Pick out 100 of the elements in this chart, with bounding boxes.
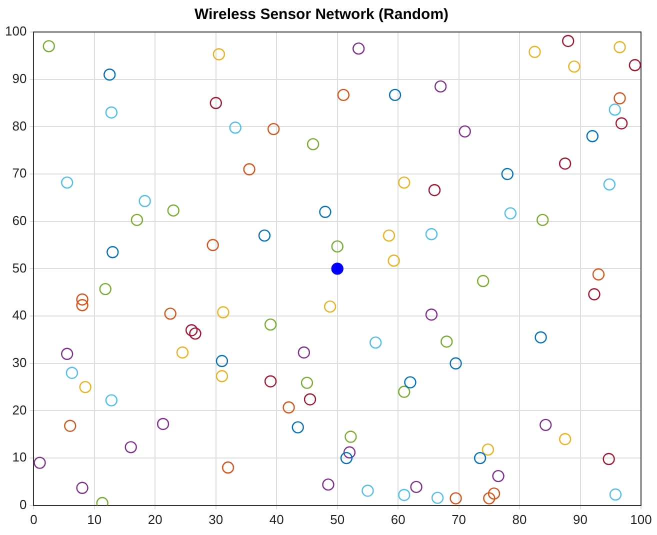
point: [352, 42, 365, 55]
y-tick-label: 90: [12, 70, 27, 86]
point: [398, 386, 410, 398]
point: [331, 262, 344, 275]
point: [540, 418, 552, 432]
point: [615, 117, 628, 130]
x-tick-label: 10: [87, 512, 102, 527]
y-tick-label: 30: [12, 354, 27, 370]
y-tick-label: 100: [4, 24, 27, 39]
point: [99, 282, 112, 296]
y-tick-label: 60: [12, 212, 27, 228]
point: [501, 168, 514, 180]
point: [212, 48, 226, 60]
point: [164, 308, 176, 320]
point: [322, 478, 334, 491]
point: [474, 452, 486, 464]
x-tick-label: 70: [452, 512, 466, 527]
point: [488, 487, 500, 500]
point: [60, 348, 74, 360]
y-tick-label: 70: [12, 166, 27, 181]
point: [428, 184, 441, 196]
point: [264, 318, 277, 331]
point: [298, 346, 310, 359]
point: [124, 441, 137, 454]
point: [104, 68, 116, 81]
x-tick-label: 40: [269, 512, 284, 527]
point: [340, 452, 353, 464]
point: [410, 480, 422, 494]
point: [568, 60, 580, 73]
point: [324, 300, 336, 313]
point: [382, 229, 396, 242]
x-tick-label: 20: [148, 512, 162, 527]
point: [370, 336, 382, 349]
point: [217, 306, 230, 318]
point: [477, 274, 490, 288]
x-tick-label: 50: [330, 512, 345, 527]
point: [189, 327, 202, 340]
point: [167, 204, 180, 217]
point: [388, 254, 400, 267]
point: [425, 228, 438, 240]
point: [504, 207, 517, 220]
y-tick-label: 50: [12, 260, 27, 276]
point: [105, 394, 118, 406]
point: [483, 492, 496, 504]
point: [34, 456, 46, 469]
point: [588, 288, 600, 300]
point: [608, 104, 621, 116]
point: [398, 488, 410, 502]
point: [216, 370, 228, 382]
point: [614, 92, 626, 104]
point: [300, 376, 314, 389]
point: [586, 130, 599, 142]
point: [425, 308, 438, 321]
point: [76, 299, 88, 312]
point: [562, 34, 574, 48]
point: [609, 488, 622, 501]
point: [264, 375, 277, 388]
point: [222, 461, 234, 474]
point: [282, 401, 295, 414]
point: [106, 246, 119, 258]
point: [60, 176, 74, 189]
point: [534, 331, 547, 344]
point: [176, 346, 189, 359]
point: [229, 122, 242, 134]
point: [431, 492, 444, 504]
point: [42, 40, 55, 52]
point: [592, 268, 605, 280]
point: [602, 452, 615, 466]
point: [398, 176, 410, 189]
point: [66, 366, 78, 379]
x-tick-label: 0: [30, 512, 38, 527]
point: [306, 138, 320, 150]
point: [64, 420, 76, 432]
point: [343, 446, 356, 458]
point: [404, 376, 416, 388]
point: [331, 240, 344, 253]
point: [267, 122, 280, 136]
point: [458, 125, 471, 138]
point: [528, 46, 541, 58]
point: [558, 158, 572, 170]
point: [434, 80, 447, 93]
point: [362, 484, 374, 497]
point: [304, 393, 316, 406]
point: [450, 357, 462, 370]
point: [76, 482, 88, 494]
point: [156, 418, 170, 430]
point: [105, 106, 118, 119]
point: [79, 380, 92, 394]
y-tick-label: 10: [12, 450, 27, 465]
point: [603, 178, 616, 191]
point: [440, 336, 453, 348]
x-tick-label: 90: [573, 512, 588, 527]
x-tick-label: 30: [208, 512, 224, 527]
point: [450, 492, 462, 504]
x-tick-label: 80: [512, 512, 527, 527]
point: [482, 443, 494, 456]
point: [258, 229, 271, 242]
point: [206, 238, 219, 252]
point: [628, 59, 641, 72]
point: [216, 354, 228, 368]
